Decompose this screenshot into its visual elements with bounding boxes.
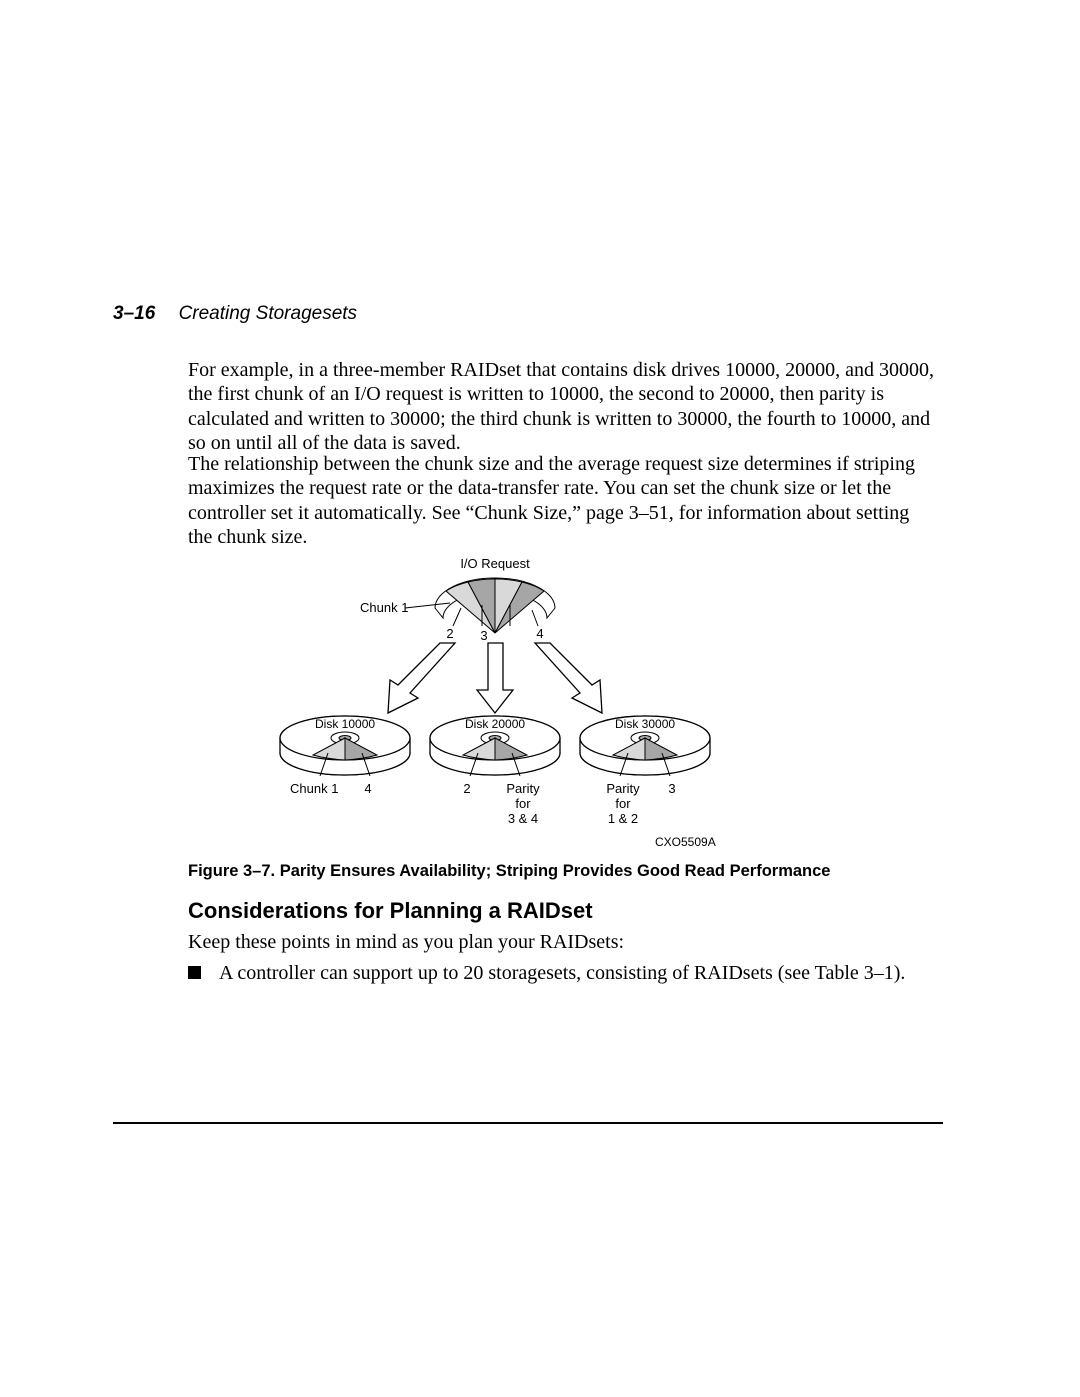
arrow-left-icon bbox=[388, 643, 455, 713]
arrow-center-icon bbox=[477, 643, 513, 713]
disk1-label: Disk 10000 bbox=[315, 717, 375, 731]
section-title: Creating Storagesets bbox=[179, 303, 358, 324]
document-page: 3–16 Creating Storagesets For example, i… bbox=[0, 0, 1080, 1397]
paragraph-2: The relationship between the chunk size … bbox=[188, 452, 935, 550]
raidset-figure: I/O Request Chunk 1 2 3 4 bbox=[260, 548, 740, 848]
row-parity12-a: Parity bbox=[606, 781, 640, 796]
footer-rule bbox=[113, 1122, 943, 1124]
io-request-fan bbox=[405, 578, 555, 633]
bullet-1-text: A controller can support up to 20 storag… bbox=[219, 961, 905, 985]
row-3: 3 bbox=[668, 781, 675, 796]
row-4: 4 bbox=[364, 781, 371, 796]
paragraph-3: Keep these points in mind as you plan yo… bbox=[188, 930, 935, 954]
bullet-square-icon bbox=[188, 966, 201, 979]
wedge-4-label: 4 bbox=[536, 626, 543, 641]
bullet-item-1: A controller can support up to 20 storag… bbox=[188, 961, 935, 985]
row-2: 2 bbox=[463, 781, 470, 796]
figure-caption: Figure 3–7. Parity Ensures Availability;… bbox=[188, 862, 830, 881]
wedge-3-label: 3 bbox=[480, 628, 487, 643]
running-header: 3–16 Creating Storagesets bbox=[113, 303, 357, 325]
row-parity34-a: Parity bbox=[506, 781, 540, 796]
wedge-2-label: 2 bbox=[446, 626, 453, 641]
disk2-label: Disk 20000 bbox=[465, 717, 525, 731]
arrow-right-icon bbox=[535, 643, 602, 713]
chunk1-label: Chunk 1 bbox=[360, 600, 408, 615]
io-request-label: I/O Request bbox=[460, 556, 530, 571]
paragraph-1: For example, in a three-member RAIDset t… bbox=[188, 358, 935, 456]
row-parity12-c: 1 & 2 bbox=[608, 811, 638, 826]
disk3-label: Disk 30000 bbox=[615, 717, 675, 731]
row-parity34-c: 3 & 4 bbox=[508, 811, 538, 826]
subheading: Considerations for Planning a RAIDset bbox=[188, 898, 593, 924]
row-parity34-b: for bbox=[515, 796, 531, 811]
page-number: 3–16 bbox=[113, 303, 155, 324]
row-parity12-b: for bbox=[615, 796, 631, 811]
figure-code: CXO5509A bbox=[655, 835, 716, 848]
row-chunk1: Chunk 1 bbox=[290, 781, 338, 796]
